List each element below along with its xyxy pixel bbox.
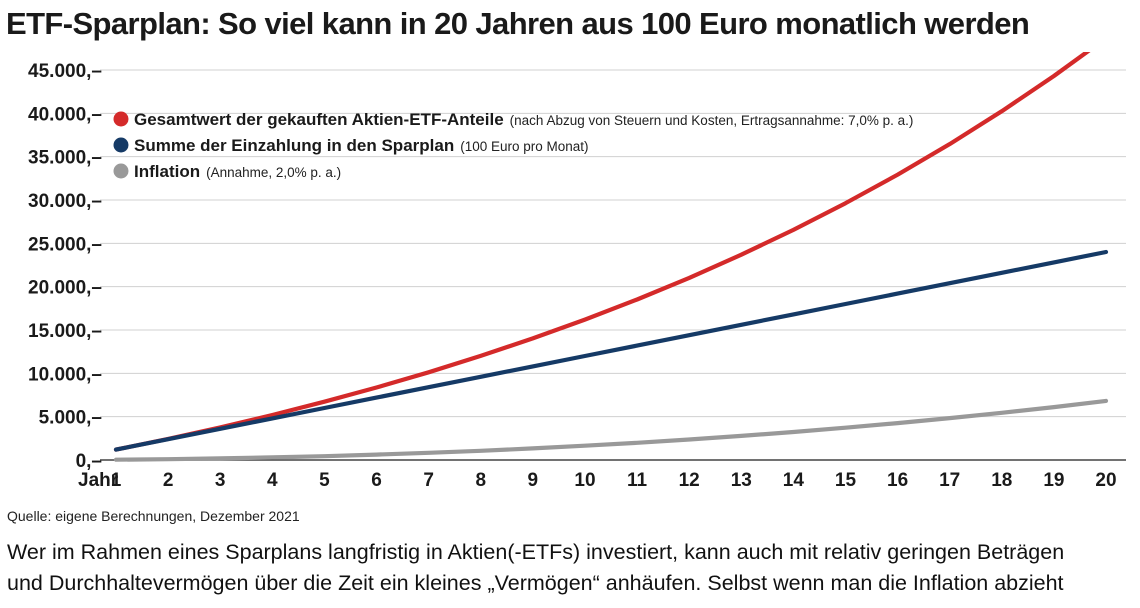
- y-tick-label: 0,–: [76, 451, 102, 472]
- caption: Wer im Rahmen eines Sparplans langfristi…: [7, 537, 1137, 599]
- y-tick-label: 40.000,–: [28, 104, 102, 125]
- x-tick-label: 20: [1095, 470, 1116, 491]
- x-tick-label: 1: [111, 470, 122, 491]
- x-axis-label: Jahr: [78, 470, 119, 491]
- legend-label-3: Inflation (Annahme, 2,0% p. a.): [134, 162, 341, 181]
- chart-title: ETF-Sparplan: So viel kann in 20 Jahren …: [6, 6, 1030, 41]
- series-line-3: [113, 398, 1109, 462]
- caption-line-2: und Durchhaltevermögen über die Zeit ein…: [7, 571, 1064, 595]
- legend-marker-2: [113, 137, 129, 153]
- x-tick-label: 5: [319, 470, 330, 491]
- line-chart: 0,– 5.000,– 10.000,– 15.000,– 20.000,– 25.000…: [28, 52, 1126, 491]
- x-tick-label: 7: [423, 470, 434, 491]
- x-tick-label: 16: [887, 470, 908, 491]
- x-tick-label: 9: [528, 470, 539, 491]
- x-tick-label: 15: [835, 470, 857, 491]
- y-tick-label: 5.000,–: [39, 408, 102, 429]
- series-lines: [113, 52, 1109, 462]
- y-tick-label: 20.000,–: [28, 278, 102, 299]
- y-tick-label: 35.000,–: [28, 148, 102, 169]
- x-tick-label: 17: [939, 470, 960, 491]
- x-tick-label: 8: [475, 470, 486, 491]
- y-tick-label: 10.000,–: [28, 364, 102, 385]
- legend-label-1: Gesamtwert der gekauften Aktien-ETF-Ante…: [134, 110, 913, 129]
- y-tick-label: 45.000,–: [28, 61, 102, 82]
- legend-label-2: Summe der Einzahlung in den Sparplan (100…: [134, 136, 589, 155]
- legend-marker-3: [113, 163, 129, 179]
- y-tick-label: 25.000,–: [28, 234, 102, 255]
- series-line-2: [113, 249, 1109, 452]
- series-line-1: [113, 52, 1091, 452]
- x-tick-label: 4: [267, 470, 278, 491]
- x-tick-label: 14: [783, 470, 805, 491]
- x-tick-label: 11: [627, 470, 648, 491]
- x-tick-label: 2: [163, 470, 174, 491]
- legend-marker-1: [113, 111, 129, 127]
- x-tick-label: 3: [215, 470, 226, 491]
- y-axis-ticks: 0,– 5.000,– 10.000,– 15.000,– 20.000,– 25.000…: [28, 61, 102, 472]
- x-tick-label: 6: [371, 470, 382, 491]
- legend: Gesamtwert der gekauften Aktien-ETF-Ante…: [113, 110, 913, 181]
- y-tick-label: 15.000,–: [28, 321, 102, 342]
- y-tick-label: 30.000,–: [28, 191, 102, 212]
- source-note: Quelle: eigene Berechnungen, Dezember 20…: [7, 508, 300, 524]
- x-tick-label: 19: [1043, 470, 1064, 491]
- x-tick-label: 12: [679, 470, 700, 491]
- x-tick-label: 13: [731, 470, 752, 491]
- x-tick-label: 18: [991, 470, 1012, 491]
- caption-line-1: Wer im Rahmen eines Sparplans langfristi…: [7, 540, 1065, 564]
- x-tick-label: 10: [574, 470, 595, 491]
